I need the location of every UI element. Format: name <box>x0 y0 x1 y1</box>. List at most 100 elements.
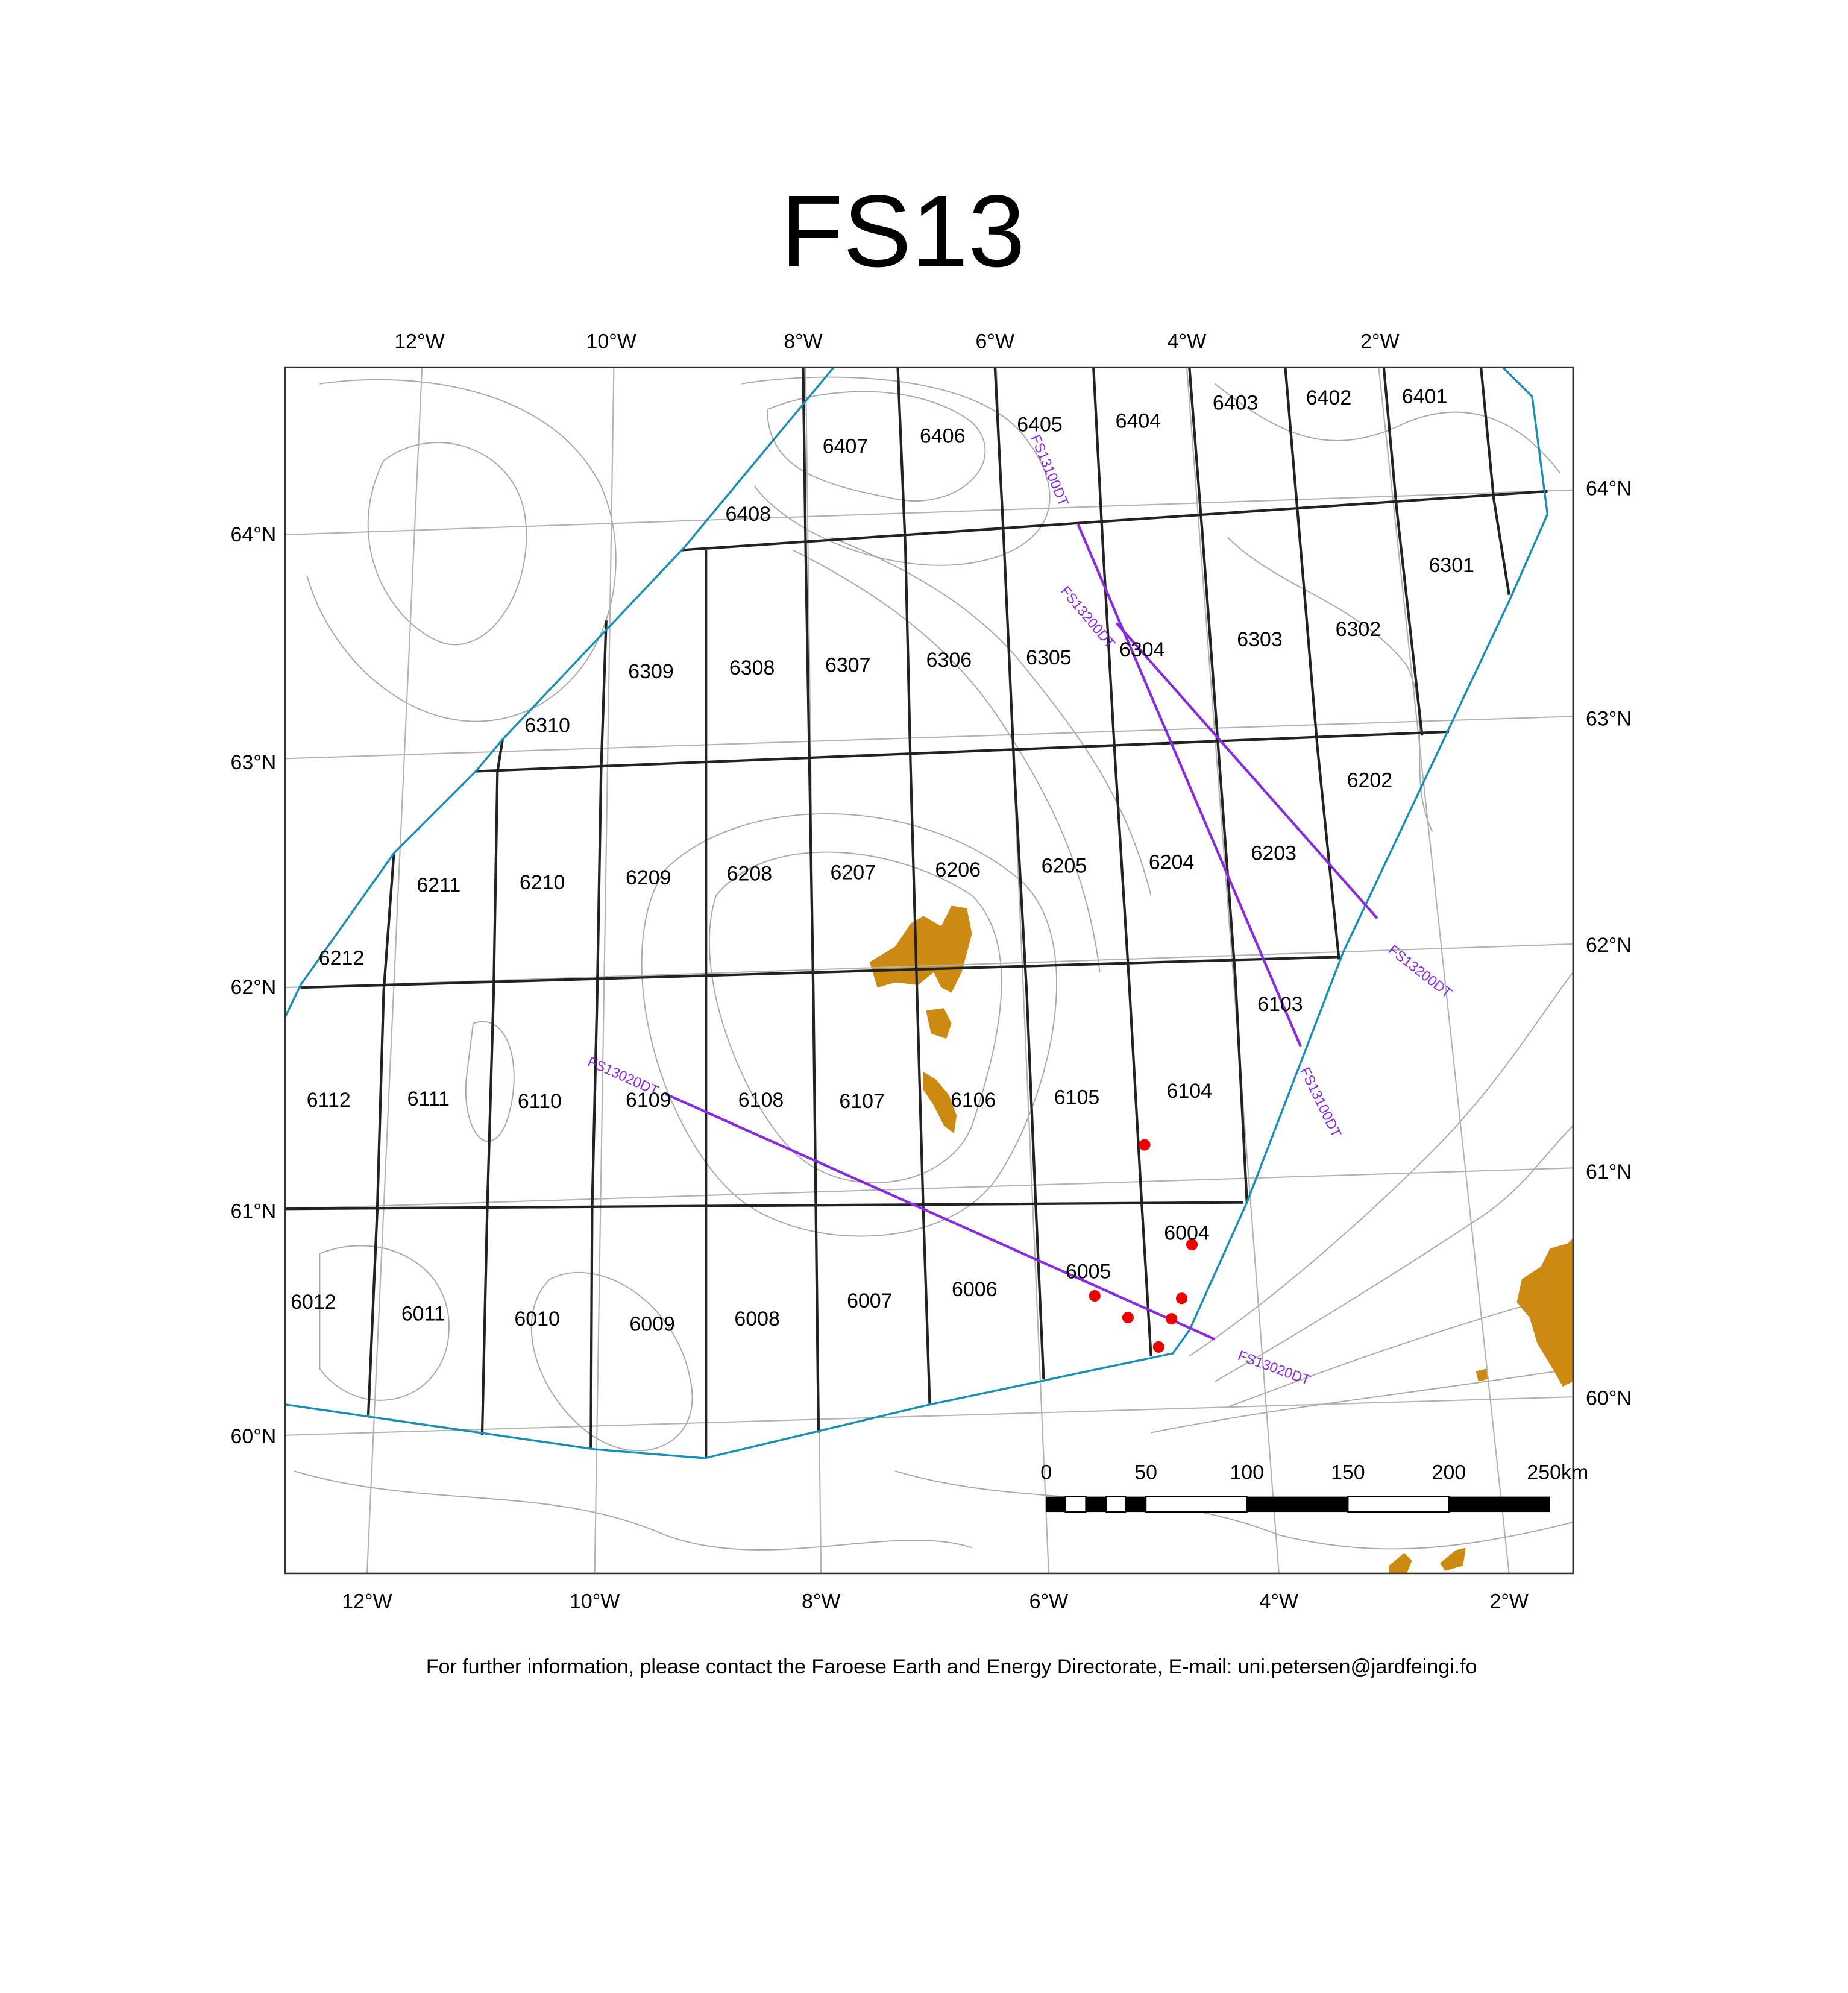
bottom-longitude-label: 4°W <box>1260 1590 1298 1613</box>
contour <box>894 1470 1573 1550</box>
block-row-line <box>300 956 1340 989</box>
block-label: 6207 <box>830 861 876 884</box>
block-label: 6408 <box>726 503 772 526</box>
scale-segment <box>1246 1496 1348 1513</box>
parallel <box>285 1396 1573 1436</box>
block-label: 6404 <box>1116 409 1161 432</box>
block-column-line <box>1382 367 1424 736</box>
block-column-line <box>1284 367 1340 960</box>
scale-segment <box>1448 1496 1550 1513</box>
scale-label: 0 <box>1040 1461 1052 1484</box>
block-label: 6104 <box>1167 1080 1213 1103</box>
bottom-longitude-label: 6°W <box>1029 1590 1068 1613</box>
block-label: 6208 <box>727 862 773 885</box>
block-label: 6301 <box>1428 554 1474 577</box>
meridian <box>366 367 423 1573</box>
block-label: 6405 <box>1017 414 1063 436</box>
contour <box>1215 383 1561 474</box>
bottom-longitude-label: 2°W <box>1489 1590 1528 1613</box>
scale-segment <box>1347 1496 1450 1513</box>
contour <box>741 376 1051 566</box>
scale-label: 200 <box>1432 1461 1466 1484</box>
scale-label: 150 <box>1331 1461 1365 1484</box>
bottom-longitude-label: 10°W <box>570 1590 620 1613</box>
block-label: 6106 <box>951 1089 996 1112</box>
block-label: 6209 <box>626 866 671 889</box>
block-column-line <box>896 367 931 1405</box>
contour <box>306 379 617 722</box>
bottom-longitude-label: 8°W <box>802 1590 840 1613</box>
block-column-line <box>1479 367 1510 596</box>
block-label: 6406 <box>920 425 966 448</box>
block-label: 6108 <box>738 1089 784 1112</box>
contour <box>465 1021 515 1142</box>
block-label: 6307 <box>825 654 871 677</box>
block-label: 6304 <box>1119 638 1165 661</box>
contour <box>367 442 527 646</box>
left-latitude-label: 63°N <box>230 751 276 774</box>
block-label: 6206 <box>935 858 981 881</box>
boundary-line <box>285 367 835 1018</box>
meridian <box>1186 367 1280 1573</box>
faroe-islands <box>923 1072 957 1134</box>
left-latitude-label: 64°N <box>230 523 276 546</box>
block-label: 6111 <box>407 1088 450 1110</box>
block-label: 6305 <box>1026 646 1072 669</box>
orkney <box>1440 1547 1466 1571</box>
scale-bar <box>1046 1496 1550 1513</box>
faroe-islands <box>926 1008 952 1039</box>
contour <box>1227 537 1433 832</box>
block-column-line <box>1188 367 1248 1203</box>
scale-segment <box>1145 1496 1248 1513</box>
block-column-line <box>1092 367 1152 1356</box>
shetland <box>1516 1238 1573 1387</box>
block-label: 6006 <box>952 1278 998 1301</box>
block-label: 6007 <box>847 1289 893 1312</box>
graticule <box>285 367 1573 1573</box>
block-row-line <box>285 1201 1243 1211</box>
well <box>1175 1292 1188 1305</box>
seismic-line <box>1076 524 1302 1047</box>
block-label: 6204 <box>1149 851 1195 874</box>
block-label: 6302 <box>1336 618 1381 641</box>
block-label: 6212 <box>319 946 365 969</box>
block-label: 6303 <box>1237 628 1283 651</box>
scale-segment <box>1046 1496 1066 1513</box>
block-row-line <box>681 490 1548 552</box>
well <box>1166 1313 1178 1325</box>
top-longitude-label: 10°W <box>586 330 636 353</box>
block-label: 6008 <box>734 1308 780 1330</box>
block-label: 6310 <box>524 714 570 737</box>
contour <box>1189 972 1573 1357</box>
parallel <box>285 489 1573 536</box>
contour <box>793 549 1101 972</box>
left-latitude-label: 60°N <box>230 1425 276 1448</box>
block-label: 6407 <box>823 435 869 458</box>
top-longitude-label: 8°W <box>784 330 822 353</box>
block-column-line <box>480 739 504 1435</box>
contour <box>530 1272 693 1452</box>
well <box>1186 1239 1198 1251</box>
map-title: FS13 <box>781 174 1025 288</box>
block-column-line <box>589 620 608 1450</box>
scale-segment <box>1125 1496 1146 1513</box>
block-column-line <box>366 853 395 1415</box>
land <box>869 905 1573 1573</box>
licence-block-grid <box>285 367 1548 1458</box>
left-latitude-label: 62°N <box>230 976 276 999</box>
block-label: 6112 <box>307 1089 351 1112</box>
block-label: 6401 <box>1402 385 1448 408</box>
boundary-line <box>285 367 1549 1459</box>
right-latitude-label: 60°N <box>1586 1387 1632 1409</box>
left-latitude-label: 61°N <box>230 1200 276 1223</box>
block-label: 6004 <box>1164 1222 1210 1245</box>
well <box>1089 1289 1101 1302</box>
block-label: 6105 <box>1054 1086 1100 1109</box>
block-label: 6308 <box>729 656 775 679</box>
meridian <box>1378 367 1510 1573</box>
block-label: 6309 <box>628 660 673 683</box>
block-label: 6202 <box>1347 769 1393 792</box>
block-label: 6203 <box>1251 842 1297 864</box>
well <box>1139 1139 1151 1151</box>
